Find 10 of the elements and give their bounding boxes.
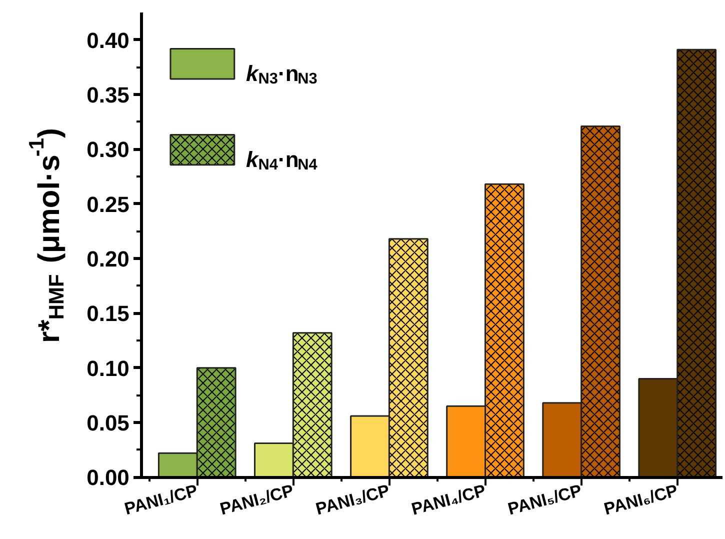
y-tick-label: 0.40 <box>86 28 130 53</box>
y-axis-title: r*HMF (μmol·s-1) <box>25 128 68 344</box>
y-tick-label: 0.00 <box>86 465 130 490</box>
y-tick-label: 0.20 <box>86 246 130 272</box>
y-tick-label: 0.30 <box>86 137 130 162</box>
y-tick-label: 0.05 <box>86 410 130 436</box>
y-tick-label: 0.35 <box>86 82 130 108</box>
y-tick-label: 0.25 <box>86 192 130 217</box>
y-tick-label: 0.10 <box>86 356 130 381</box>
y-tick-label: 0.15 <box>86 301 130 326</box>
